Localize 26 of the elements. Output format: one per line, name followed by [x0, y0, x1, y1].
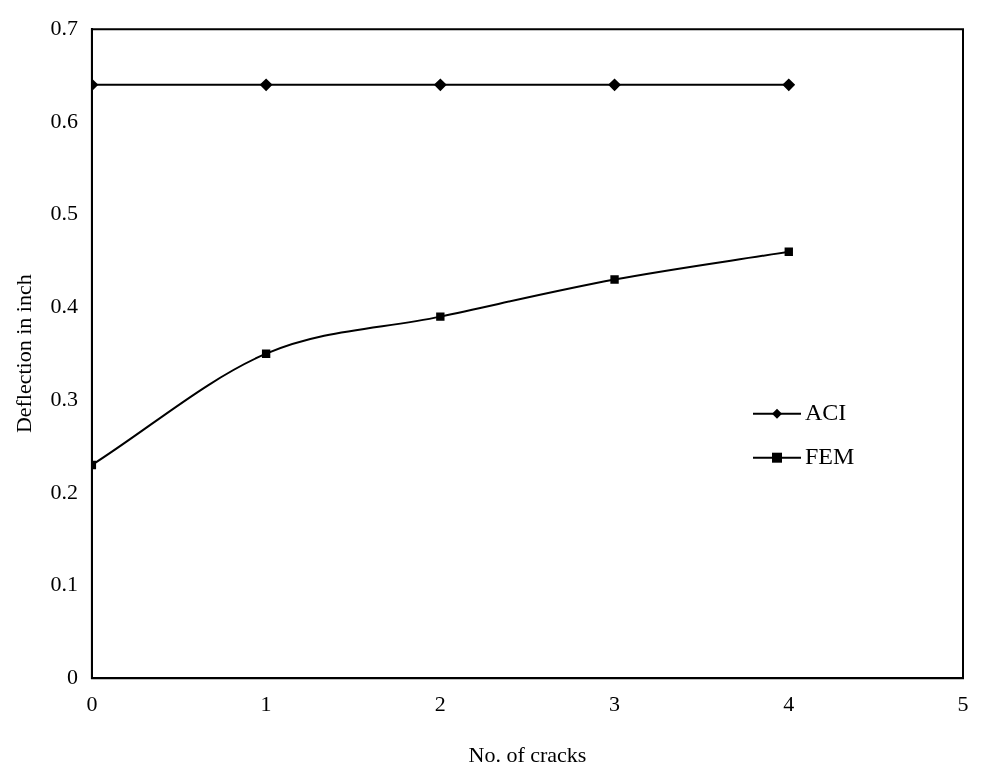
point: [434, 78, 447, 91]
x-tick-label: 1: [260, 691, 272, 717]
point: [782, 78, 795, 91]
y-tick-label: 0.3: [50, 385, 78, 411]
y-axis-title: Deflection in inch: [10, 274, 36, 434]
point: [608, 78, 621, 91]
x-tick-label: 5: [957, 691, 969, 717]
y-tick-label: 0.5: [50, 200, 78, 226]
point: [784, 247, 793, 256]
y-tick-label: 0.7: [50, 14, 78, 40]
point: [610, 275, 619, 284]
point: [261, 349, 271, 358]
y-tick-label: 0: [66, 663, 78, 689]
y-tick-label: 0.4: [50, 293, 78, 319]
x-tick-label: 2: [434, 691, 446, 717]
point: [260, 78, 273, 91]
x-tick-label: 0: [86, 691, 98, 717]
legend-label: ACI: [805, 399, 847, 425]
x-tick-label: 4: [783, 691, 795, 717]
y-tick-label: 0.1: [50, 571, 78, 597]
point: [436, 312, 445, 321]
legend-label: FEM: [805, 443, 855, 469]
x-axis-title: No. of cracks: [468, 741, 587, 767]
y-tick-label: 0.2: [50, 478, 78, 504]
y-tick-label: 0.6: [50, 107, 78, 133]
x-tick-label: 3: [609, 691, 621, 717]
